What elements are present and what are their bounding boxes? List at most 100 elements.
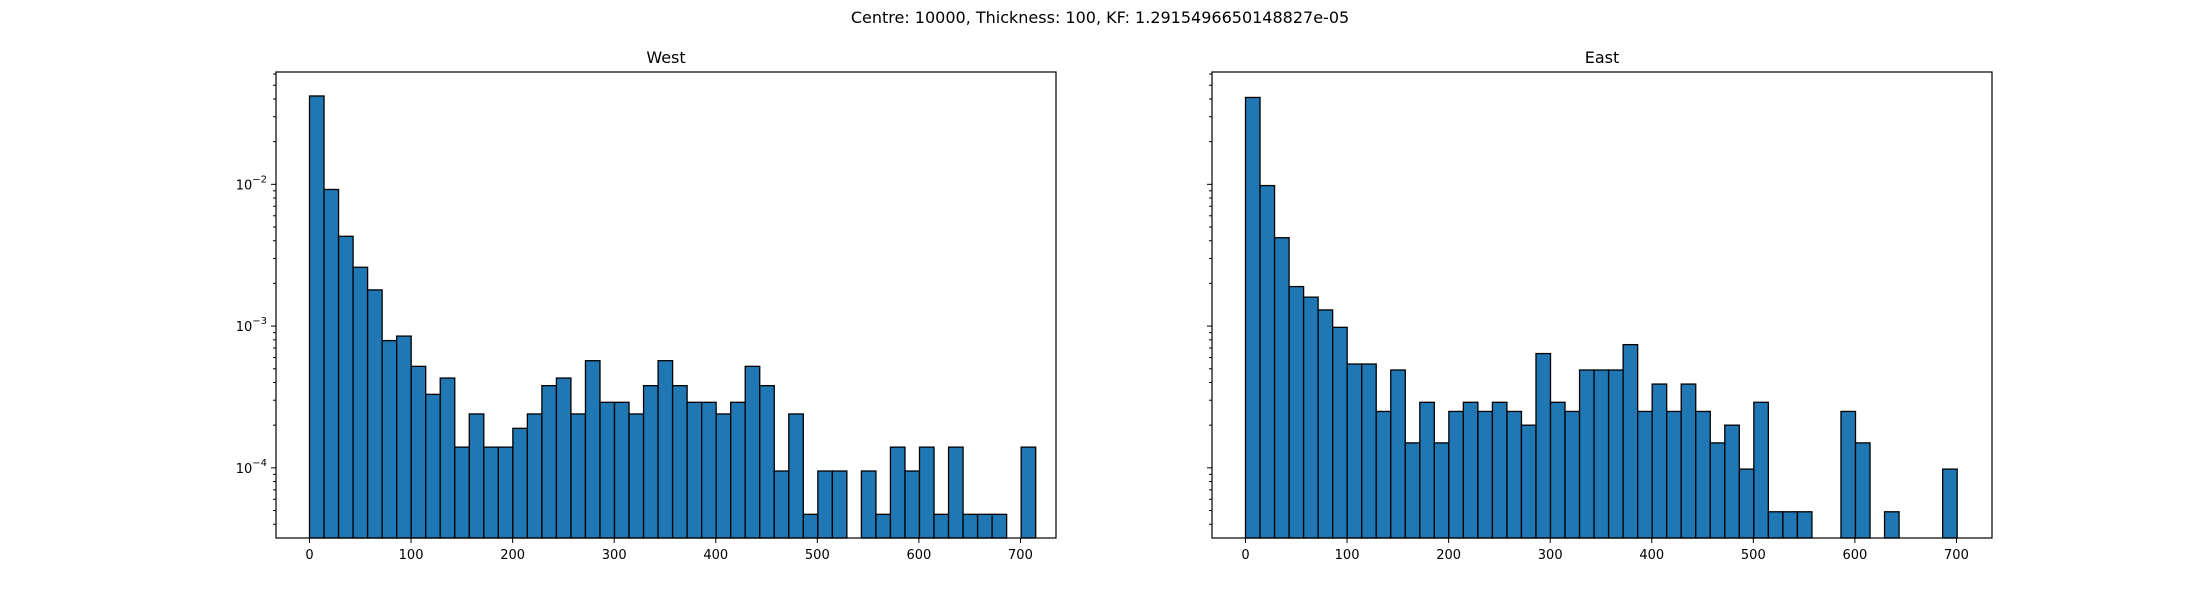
histogram-bar xyxy=(1564,410,1581,539)
histogram-bar xyxy=(1477,410,1494,539)
histogram-bar xyxy=(1390,369,1406,539)
histogram-bar xyxy=(410,365,427,539)
histogram-bar xyxy=(1506,410,1523,539)
histogram-bar xyxy=(1332,326,1348,539)
x-tick-label: 500 xyxy=(805,548,830,563)
histogram-bar xyxy=(1782,511,1799,539)
histogram-bar xyxy=(1549,401,1566,539)
histogram-bar xyxy=(730,401,746,539)
histogram-bar xyxy=(1883,511,1900,539)
histogram-bar xyxy=(1767,511,1784,539)
histogram-bar xyxy=(1244,96,1261,539)
histogram-bar xyxy=(628,413,645,539)
panel-title-east: East xyxy=(1585,48,1620,67)
histogram-bar xyxy=(1433,442,1450,539)
histogram-bar xyxy=(1020,446,1037,539)
histogram-bar xyxy=(642,385,659,539)
figure-suptitle: Centre: 10000, Thickness: 100, KF: 1.291… xyxy=(851,8,1349,27)
histogram-bar xyxy=(613,401,630,539)
x-tick-label: 100 xyxy=(1335,548,1360,563)
axes-frame-east xyxy=(1211,71,1993,539)
histogram-bar xyxy=(526,413,543,539)
histogram-bar xyxy=(1709,442,1726,539)
histogram-bar xyxy=(337,235,354,539)
x-tick-label: 0 xyxy=(305,548,313,563)
histogram-bar xyxy=(1753,401,1770,539)
x-tick-label: 700 xyxy=(1008,548,1033,563)
y-tick-label: 10−4 xyxy=(236,458,267,477)
histogram-bar xyxy=(497,446,514,539)
x-tick-label: 600 xyxy=(906,548,931,563)
histogram-bar xyxy=(468,413,485,539)
histogram-bar xyxy=(323,188,340,539)
histogram-bar xyxy=(831,470,848,539)
histogram-bar xyxy=(1854,442,1871,539)
x-tick-label: 300 xyxy=(1538,548,1563,563)
histogram-bar xyxy=(962,513,979,539)
histogram-bar xyxy=(1840,410,1857,539)
histogram-bar xyxy=(425,393,441,539)
histogram-bar xyxy=(1578,369,1595,539)
histogram-bar xyxy=(933,513,950,539)
histogram-bar xyxy=(439,377,456,539)
histogram-bar xyxy=(1361,363,1377,539)
histogram-bar xyxy=(512,427,529,539)
histogram-bar xyxy=(1593,369,1610,539)
x-tick-label: 300 xyxy=(602,548,627,563)
x-tick-label: 200 xyxy=(1436,548,1461,563)
histogram-bar xyxy=(1622,343,1639,539)
histogram-bar xyxy=(1636,410,1653,539)
histogram-bar xyxy=(802,513,819,539)
histogram-bar xyxy=(1738,468,1755,539)
histogram-bar xyxy=(1346,363,1363,539)
histogram-bar xyxy=(1491,401,1508,539)
histogram-bar xyxy=(976,513,993,539)
histogram-bar xyxy=(918,446,935,539)
histogram-bar xyxy=(860,470,877,539)
histogram-bar xyxy=(1375,410,1392,539)
histogram-bar xyxy=(1666,410,1682,539)
histogram-bar xyxy=(759,385,775,539)
histogram-bar xyxy=(1302,296,1319,539)
histogram-bar xyxy=(1651,383,1668,539)
histogram-bar xyxy=(352,266,369,539)
histogram-bar xyxy=(700,401,717,539)
histogram-bar xyxy=(1462,401,1479,539)
x-tick-label: 100 xyxy=(399,548,424,563)
histogram-bar xyxy=(1288,285,1305,539)
y-tick-label: 10−2 xyxy=(236,174,267,193)
histogram-bar xyxy=(1695,410,1711,539)
histogram-bar xyxy=(671,385,688,539)
histogram-bar xyxy=(1680,383,1697,539)
histogram-bar xyxy=(570,413,587,539)
histogram-bar xyxy=(483,446,499,539)
x-tick-label: 0 xyxy=(1241,548,1249,563)
histogram-bar xyxy=(773,470,790,539)
histogram-bar xyxy=(1448,410,1465,539)
histogram-bar xyxy=(599,401,616,539)
histogram-bar xyxy=(1317,309,1334,539)
panel-title-west: West xyxy=(646,48,685,67)
histogram-bar xyxy=(1724,424,1740,539)
x-tick-label: 600 xyxy=(1842,548,1867,563)
histogram-bar xyxy=(396,335,412,539)
histogram-bar xyxy=(715,413,732,539)
histogram-bar xyxy=(1941,468,1958,539)
histogram-bar xyxy=(381,339,398,539)
histogram-bar xyxy=(454,446,470,539)
x-tick-label: 500 xyxy=(1741,548,1766,563)
histogram-bar xyxy=(1419,401,1435,539)
panel-west: West 0 100 200 300 400 500 600 700 10−4 10−3 10−2 xyxy=(236,48,1057,563)
histogram-bar xyxy=(1607,369,1624,539)
histogram-bar xyxy=(991,513,1008,539)
histogram-bar xyxy=(1796,511,1813,539)
x-tick-label: 700 xyxy=(1944,548,1969,563)
histogram-bar xyxy=(947,446,964,539)
histogram-bar xyxy=(657,360,674,539)
histogram-bar xyxy=(1520,424,1537,539)
histogram-bar xyxy=(1273,237,1290,539)
histogram-bar xyxy=(541,385,558,539)
histogram-bar xyxy=(817,470,834,539)
histogram-bar xyxy=(555,377,572,539)
